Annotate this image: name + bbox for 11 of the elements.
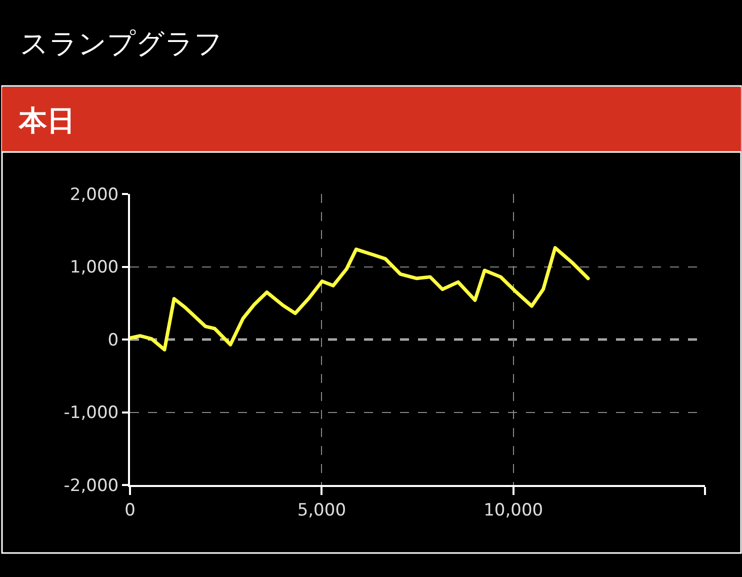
y-tick-label: 1,000 xyxy=(70,258,119,278)
line-series xyxy=(130,246,590,352)
y-tick-label: -2,000 xyxy=(64,476,119,496)
x-tick-label: 0 xyxy=(124,500,136,520)
y-tick-label: -1,000 xyxy=(64,403,119,424)
y-tick-label: 2,000 xyxy=(70,184,119,205)
chart-subtitle: 本日 xyxy=(18,104,75,137)
chart-title: スランプグラフ xyxy=(20,26,223,60)
x-tick-label: 10,000 xyxy=(484,500,544,520)
x-tick-label: 5,000 xyxy=(297,500,346,520)
y-tick-label: 0 xyxy=(108,330,119,350)
